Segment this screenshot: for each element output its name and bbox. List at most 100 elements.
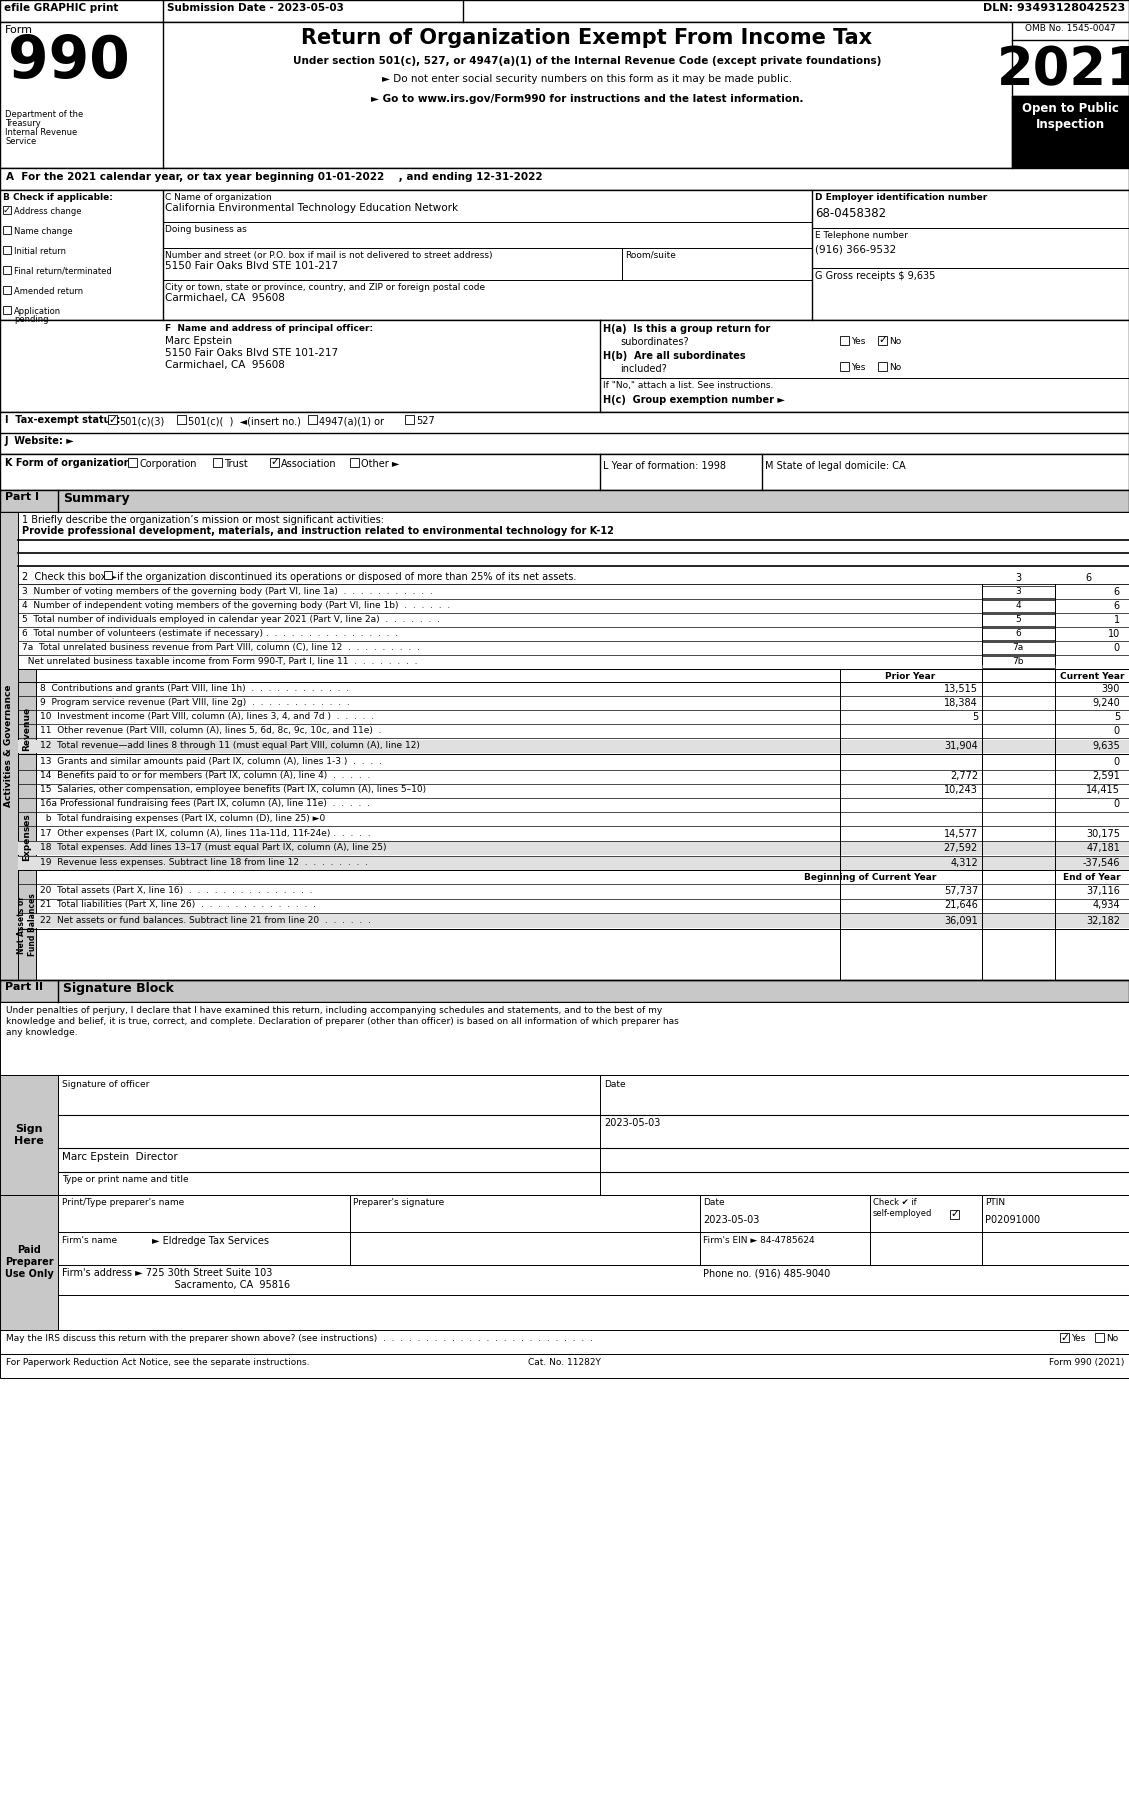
Text: 10,243: 10,243 <box>944 785 978 795</box>
Text: F  Name and address of principal officer:: F Name and address of principal officer: <box>165 325 373 334</box>
Bar <box>0 1195 58 1330</box>
Bar <box>0 1353 1129 1379</box>
Text: 7a  Total unrelated business revenue from Part VIII, column (C), line 12  .  .  : 7a Total unrelated business revenue from… <box>21 642 420 651</box>
Text: 10  Investment income (Part VIII, column (A), lines 3, 4, and 7d )  .  .  .  .  : 10 Investment income (Part VIII, column … <box>40 713 374 720</box>
Bar <box>840 363 849 372</box>
Text: P02091000: P02091000 <box>984 1215 1040 1224</box>
Text: ► Do not enter social security numbers on this form as it may be made public.: ► Do not enter social security numbers o… <box>382 74 793 83</box>
Text: H(b)  Are all subordinates: H(b) Are all subordinates <box>603 350 745 361</box>
Text: Signature Block: Signature Block <box>63 981 174 996</box>
Text: 4,934: 4,934 <box>1093 900 1120 911</box>
Bar <box>1095 1333 1104 1342</box>
Text: Phone no. (916) 485-9040: Phone no. (916) 485-9040 <box>703 1268 830 1279</box>
Bar <box>982 657 1054 668</box>
Bar <box>3 307 11 314</box>
Text: DLN: 93493128042523: DLN: 93493128042523 <box>982 4 1124 13</box>
Text: 14,577: 14,577 <box>944 829 978 840</box>
Text: 8  Contributions and grants (Part VIII, line 1h)  .  .  .  .  .  .  .  .  .  .  : 8 Contributions and grants (Part VIII, l… <box>40 684 349 693</box>
Bar <box>350 457 359 466</box>
Bar <box>405 415 414 424</box>
Text: (916) 366-9532: (916) 366-9532 <box>815 245 896 256</box>
Text: Sacramento, CA  95816: Sacramento, CA 95816 <box>62 1281 290 1290</box>
Text: Application: Application <box>14 307 61 316</box>
Bar <box>18 856 1129 871</box>
Text: Type or print name and title: Type or print name and title <box>62 1175 189 1185</box>
Text: 501(c)(3): 501(c)(3) <box>119 415 164 426</box>
Text: 1 Briefly describe the organization’s mission or most significant activities:: 1 Briefly describe the organization’s mi… <box>21 515 384 524</box>
Text: 6: 6 <box>1015 629 1021 639</box>
Text: 14,415: 14,415 <box>1086 785 1120 795</box>
Text: 21,646: 21,646 <box>944 900 978 911</box>
Text: 4,312: 4,312 <box>951 858 978 869</box>
Bar <box>18 871 36 980</box>
Text: 390: 390 <box>1102 684 1120 695</box>
Text: 20  Total assets (Part X, line 16)  .  .  .  .  .  .  .  .  .  .  .  .  .  .  .: 20 Total assets (Part X, line 16) . . . … <box>40 885 313 894</box>
Text: 7a: 7a <box>1013 642 1024 651</box>
Bar <box>0 980 1129 1001</box>
Text: 36,091: 36,091 <box>944 916 978 925</box>
Bar <box>0 1076 1129 1195</box>
Text: Number and street (or P.O. box if mail is not delivered to street address): Number and street (or P.O. box if mail i… <box>165 250 492 259</box>
Text: 37,116: 37,116 <box>1086 885 1120 896</box>
Bar <box>18 871 1129 980</box>
Text: Signature of officer: Signature of officer <box>62 1079 149 1088</box>
Bar <box>982 600 1054 611</box>
Text: ✓: ✓ <box>270 457 279 468</box>
Text: 19  Revenue less expenses. Subtract line 18 from line 12  .  .  .  .  .  .  .  .: 19 Revenue less expenses. Subtract line … <box>40 858 368 867</box>
Bar <box>0 1001 1129 1076</box>
Bar <box>18 740 1129 753</box>
Text: Carmichael, CA  95608: Carmichael, CA 95608 <box>165 294 285 303</box>
Text: 6: 6 <box>1114 600 1120 611</box>
Text: pending: pending <box>14 316 49 325</box>
Text: Association: Association <box>281 459 336 470</box>
Bar <box>18 669 1129 791</box>
Text: ✓: ✓ <box>1060 1333 1069 1342</box>
Bar <box>3 207 11 214</box>
Text: Corporation: Corporation <box>139 459 196 470</box>
Bar <box>982 613 1054 626</box>
Text: b  Total fundraising expenses (Part IX, column (D), line 25) ►0: b Total fundraising expenses (Part IX, c… <box>40 814 325 824</box>
Text: Summary: Summary <box>63 492 130 504</box>
Bar <box>3 287 11 294</box>
Text: Final return/terminated: Final return/terminated <box>14 267 112 276</box>
Bar <box>878 363 887 372</box>
Bar <box>104 571 112 579</box>
Text: 6: 6 <box>1114 588 1120 597</box>
Text: Department of the: Department of the <box>5 111 84 120</box>
Bar <box>18 669 36 791</box>
Text: ✓: ✓ <box>951 1210 959 1219</box>
Text: 0: 0 <box>1114 642 1120 653</box>
Text: Other ►: Other ► <box>361 459 400 470</box>
Text: 9,635: 9,635 <box>1092 740 1120 751</box>
Bar <box>0 190 1129 319</box>
Bar <box>0 512 1129 980</box>
Text: C Name of organization: C Name of organization <box>165 192 272 201</box>
Text: 1: 1 <box>1114 615 1120 626</box>
Text: efile GRAPHIC print: efile GRAPHIC print <box>5 4 119 13</box>
Bar <box>949 1210 959 1219</box>
Text: Marc Epstein  Director: Marc Epstein Director <box>62 1152 177 1163</box>
Text: 5: 5 <box>1113 713 1120 722</box>
Text: California Environmental Technology Education Network: California Environmental Technology Educ… <box>165 203 458 212</box>
Text: 47,181: 47,181 <box>1086 844 1120 853</box>
Bar <box>3 267 11 274</box>
Text: Sign
Here: Sign Here <box>15 1125 44 1146</box>
Text: Marc Epstein: Marc Epstein <box>165 336 233 346</box>
Text: K Form of organization:: K Form of organization: <box>5 457 134 468</box>
Bar <box>128 457 137 466</box>
Text: Form: Form <box>5 25 33 34</box>
Bar <box>0 1195 1129 1330</box>
Text: No: No <box>889 363 901 372</box>
Bar <box>1012 96 1129 169</box>
Text: Yes: Yes <box>1071 1333 1085 1342</box>
Text: 32,182: 32,182 <box>1086 916 1120 925</box>
Bar <box>3 247 11 254</box>
Text: E Telephone number: E Telephone number <box>815 230 908 239</box>
Text: PTIN: PTIN <box>984 1197 1005 1206</box>
Bar <box>18 914 1129 929</box>
Bar <box>0 1076 58 1195</box>
Text: 68-0458382: 68-0458382 <box>815 207 886 219</box>
Text: 2  Check this box ►: 2 Check this box ► <box>21 571 117 582</box>
Text: 2023-05-03: 2023-05-03 <box>703 1215 760 1224</box>
Bar <box>3 227 11 234</box>
